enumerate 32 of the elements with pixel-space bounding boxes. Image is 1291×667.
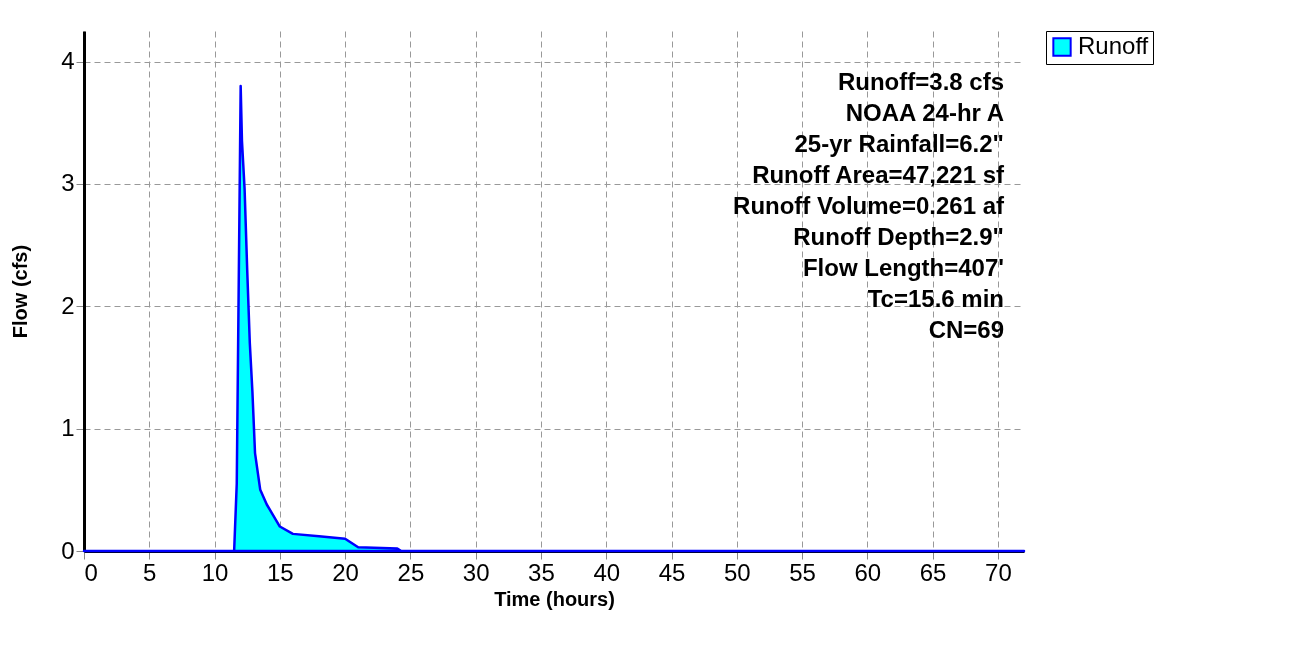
y-tick-label: 2 [61, 291, 75, 319]
y-tick-label: 4 [61, 47, 75, 75]
x-tick-label: 10 [201, 558, 229, 586]
x-tick-label: 50 [723, 558, 751, 586]
annotation: Runoff Depth=2.9" [793, 223, 1004, 250]
x-tick-label: 40 [593, 558, 621, 586]
annotation: Tc=15.6 min [867, 285, 1004, 312]
x-tick-label: 5 [143, 558, 157, 586]
annotation: Runoff=3.8 cfs [837, 68, 1004, 95]
x-tick-label: 70 [985, 558, 1012, 586]
x-tick-label: 65 [919, 558, 947, 586]
x-tick-label: 30 [462, 558, 490, 586]
annotation: Flow Length=407' [802, 254, 1004, 281]
x-tick-label: 35 [528, 558, 555, 586]
annotation: NOAA 24-hr A [845, 99, 1004, 126]
x-tick-label: 45 [658, 558, 686, 586]
x-axis-title: Time (hours) [494, 587, 615, 610]
x-tick-label: 0 [84, 558, 98, 586]
annotation: 25-yr Rainfall=6.2" [794, 130, 1004, 157]
y-tick-label: 0 [61, 536, 75, 564]
y-tick-label: 1 [61, 414, 75, 442]
annotation: Runoff Area=47,221 sf [752, 161, 1005, 188]
annotation: Runoff Volume=0.261 af [733, 192, 1005, 219]
annotation: CN=69 [928, 316, 1004, 343]
x-tick-label: 60 [854, 558, 882, 586]
x-tick-label: 20 [332, 558, 359, 586]
y-axis-title: Flow (cfs) [9, 244, 32, 339]
legend-label: Runoff [1078, 32, 1149, 59]
y-tick-label: 3 [61, 169, 75, 197]
x-tick-label: 25 [397, 558, 425, 586]
x-tick-label: 55 [789, 558, 816, 586]
x-tick-label: 15 [266, 558, 294, 586]
